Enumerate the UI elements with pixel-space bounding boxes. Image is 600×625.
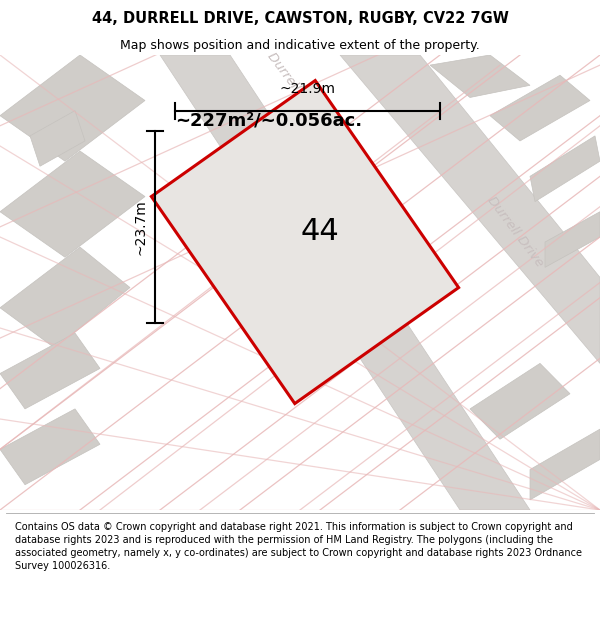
Polygon shape [0,409,100,485]
Polygon shape [490,75,590,141]
Polygon shape [0,333,100,409]
Polygon shape [545,212,600,268]
Text: 44, DURRELL DRIVE, CAWSTON, RUGBY, CV22 7GW: 44, DURRELL DRIVE, CAWSTON, RUGBY, CV22 … [92,11,508,26]
Text: ~21.9m: ~21.9m [280,82,335,96]
Text: 44: 44 [301,217,340,246]
Text: Map shows position and indicative extent of the property.: Map shows position and indicative extent… [120,39,480,51]
Text: ~227m²/~0.056ac.: ~227m²/~0.056ac. [175,112,362,130]
Polygon shape [151,81,458,404]
Polygon shape [30,111,85,166]
Polygon shape [0,55,145,161]
Polygon shape [430,55,530,98]
Polygon shape [530,429,600,500]
Polygon shape [160,55,530,510]
Polygon shape [0,247,130,348]
Polygon shape [340,55,600,363]
Polygon shape [530,136,600,202]
Text: Durrell Drive: Durrell Drive [484,194,545,269]
Polygon shape [470,363,570,439]
Text: ~23.7m: ~23.7m [134,199,148,255]
Text: Durrell Drive: Durrell Drive [265,49,326,125]
Polygon shape [0,151,145,258]
Text: Contains OS data © Crown copyright and database right 2021. This information is : Contains OS data © Crown copyright and d… [15,521,582,571]
